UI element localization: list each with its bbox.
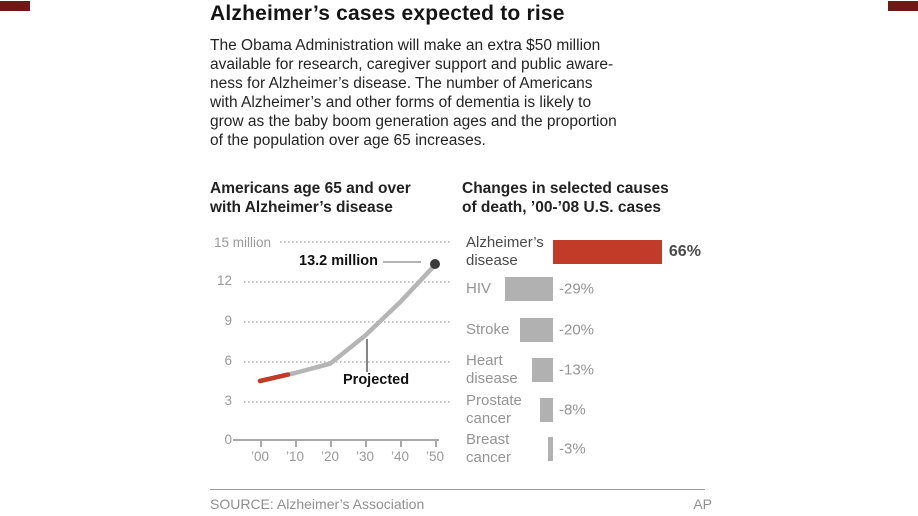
bar-category-label: Stroke: [466, 321, 510, 338]
x-tick: [295, 441, 297, 447]
x-axis-label: ’30: [355, 449, 374, 464]
y-axis-label-0: 0: [224, 432, 232, 447]
line-chart-subtitle: Americans age 65 and over with Alzheimer…: [210, 180, 411, 216]
x-axis-label: ’20: [320, 449, 339, 464]
bar-category-label: Alzheimer’s disease: [466, 234, 544, 269]
x-tick: [400, 441, 402, 447]
bar: [531, 358, 553, 382]
ap-credit: AP: [693, 496, 712, 512]
bar-category-label: Breast cancer: [466, 431, 512, 466]
bar-category-label: Prostate cancer: [466, 392, 522, 427]
y-axis-label-3: 3: [224, 393, 232, 408]
gridline-9: [244, 321, 452, 323]
x-tick: [260, 441, 262, 447]
y-axis-label-9: 9: [224, 313, 232, 328]
intro-line: available for research, caregiver suppor…: [210, 56, 614, 73]
gridline-15: [280, 241, 452, 243]
x-axis-label: ’00: [250, 449, 269, 464]
intro-line: ness for Alzheimer’s disease. The number…: [210, 75, 593, 92]
bar: [505, 277, 553, 301]
corner-tick-right: [888, 1, 918, 11]
bar-value-label: -20%: [559, 321, 595, 339]
x-axis-label: ’50: [425, 449, 444, 464]
bar-row: Breast cancer -3%: [0, 429, 918, 469]
bar-category-label: HIV: [466, 280, 492, 297]
bar-row: Heart disease -13%: [0, 350, 918, 390]
y-axis-label-12: 12: [216, 273, 232, 288]
intro-paragraph: The Obama Administration will make an ex…: [210, 36, 617, 150]
x-axis-label: ’40: [390, 449, 409, 464]
projected-label: Projected: [343, 372, 410, 388]
bar: [520, 318, 553, 342]
x-axis-label: ’10: [285, 449, 304, 464]
gridline-3: [244, 401, 452, 403]
gridline-6: [244, 361, 452, 363]
bar-category-label: Heart disease: [466, 352, 518, 387]
gridline-12: [244, 281, 452, 283]
corner-tick-left: [0, 1, 30, 11]
bar: [539, 398, 553, 422]
x-tick: [330, 441, 332, 447]
bar-value-label: -29%: [559, 280, 595, 298]
intro-line: grow as the baby boom generation ages an…: [210, 113, 617, 130]
intro-line: with Alzheimer’s and other forms of deme…: [210, 94, 592, 111]
footer-divider: [210, 489, 705, 490]
trend-line-svg: [257, 259, 440, 384]
endpoint-annotation: 13.2 million: [299, 253, 378, 269]
y-axis-label-15: 15 million: [214, 235, 272, 250]
intro-line: of the population over age 65 increases.: [210, 132, 486, 149]
bar-row: Stroke -20%: [0, 310, 918, 350]
y-axis-label-6: 6: [224, 353, 232, 368]
bar: [548, 437, 553, 461]
bar-chart-subtitle: Changes in selected causes of death, ’00…: [462, 180, 669, 216]
page-title: Alzheimer’s cases expected to rise: [210, 2, 565, 25]
bar-value-label: 66%: [668, 243, 701, 260]
source-text: SOURCE: Alzheimer’s Association: [210, 496, 425, 512]
x-tick: [435, 441, 437, 447]
actual-trend-segment: [257, 372, 291, 384]
bar: [553, 240, 662, 264]
bar-row: Alzheimer’s disease 66%: [0, 232, 918, 272]
bar-row: Prostate cancer -8%: [0, 390, 918, 430]
endpoint-dot: [430, 259, 440, 269]
x-axis: [233, 439, 439, 441]
x-tick: [365, 441, 367, 447]
bar-value-label: -13%: [559, 361, 595, 379]
bar-row: HIV -29%: [0, 269, 918, 309]
bar-value-label: -8%: [559, 401, 586, 419]
intro-line: The Obama Administration will make an ex…: [210, 37, 601, 54]
bar-value-label: -3%: [559, 440, 586, 458]
